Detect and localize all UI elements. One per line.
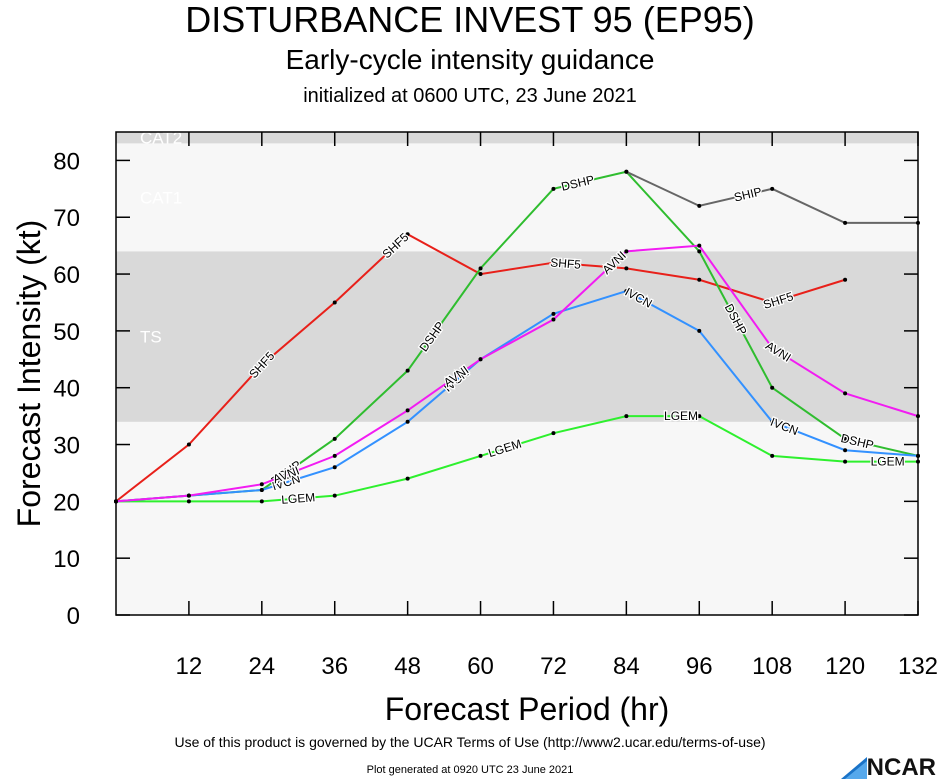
data-point-avni: [405, 408, 410, 413]
data-point-shf5: [624, 266, 629, 271]
data-point-shf5: [697, 277, 702, 282]
band-label-cat2: CAT2: [140, 129, 182, 148]
data-point-dshp: [478, 266, 483, 271]
y-tick-label: 0: [67, 603, 80, 630]
data-point-lgem: [697, 414, 702, 419]
data-point-lgem: [916, 459, 920, 464]
data-point-shf5: [405, 232, 410, 237]
y-tick-label: 80: [53, 148, 80, 175]
x-tick-label: 120: [825, 653, 865, 680]
data-point-ivcn: [332, 465, 337, 470]
data-point-lgem: [259, 499, 264, 504]
x-tick-label: 108: [752, 653, 792, 680]
data-point-ship: [916, 220, 920, 225]
data-point-dshp: [332, 436, 337, 441]
data-point-avni: [186, 493, 191, 498]
y-axis-title: Forecast Intensity (kt): [11, 220, 47, 528]
data-point-avni: [916, 414, 920, 419]
x-tick-label: 36: [321, 653, 348, 680]
series-label-lgem: LGEM: [664, 409, 698, 423]
data-point-ship: [770, 186, 775, 191]
data-point-avni: [770, 345, 775, 350]
data-point-ivcn: [843, 448, 848, 453]
data-point-ivcn: [770, 419, 775, 424]
y-tick-label: 30: [53, 433, 80, 460]
y-tick-label: 20: [53, 489, 80, 516]
data-point-shf5: [478, 272, 483, 277]
data-point-dshp: [551, 186, 556, 191]
data-point-ship: [697, 203, 702, 208]
data-point-shf5: [259, 362, 264, 367]
band-label-ts: TS: [140, 328, 162, 347]
data-point-ship: [843, 220, 848, 225]
terms-of-use-note: Use of this product is governed by the U…: [174, 734, 766, 750]
data-point-shf5: [332, 300, 337, 305]
band-label-cat1: CAT1: [140, 188, 182, 207]
y-tick-label: 70: [53, 205, 80, 232]
data-point-lgem: [843, 459, 848, 464]
y-tick-label: 60: [53, 262, 80, 289]
data-point-ivcn: [697, 328, 702, 333]
data-point-lgem: [332, 493, 337, 498]
data-point-avni: [259, 482, 264, 487]
data-point-lgem: [551, 431, 556, 436]
x-tick-label: 96: [686, 653, 713, 680]
x-tick-label: 72: [540, 653, 567, 680]
data-point-dshp: [697, 249, 702, 254]
ncar-logo-text: NCAR: [866, 754, 936, 781]
data-point-ivcn: [259, 487, 264, 492]
x-tick-label: 84: [613, 653, 640, 680]
data-point-dshp: [405, 368, 410, 373]
chart-subtitle: Early-cycle intensity guidance: [285, 44, 655, 75]
band-cat1: [116, 143, 918, 252]
data-point-avni: [843, 391, 848, 396]
data-point-shf5: [186, 442, 191, 447]
data-point-avni: [624, 249, 629, 254]
y-tick-label: 50: [53, 319, 80, 346]
data-point-shf5: [770, 300, 775, 305]
data-point-ivcn: [624, 289, 629, 294]
data-point-avni: [114, 499, 118, 504]
x-tick-label: 12: [176, 653, 203, 680]
data-point-dshp: [843, 436, 848, 441]
data-point-avni: [697, 243, 702, 248]
data-point-ivcn: [551, 311, 556, 316]
x-axis-title: Forecast Period (hr): [385, 691, 670, 727]
data-point-lgem: [770, 453, 775, 458]
data-point-ship: [624, 169, 629, 174]
y-tick-label: 10: [53, 546, 80, 573]
data-point-ivcn: [916, 453, 920, 458]
ncar-logo-icon: [840, 757, 867, 779]
data-point-lgem: [405, 476, 410, 481]
x-tick-label: 132: [898, 653, 938, 680]
series-label-lgem: LGEM: [281, 490, 316, 507]
y-tick-label: 40: [53, 376, 80, 403]
band-cat2: [116, 132, 918, 144]
series-label-shf5: SHF5: [550, 255, 582, 271]
series-line-lgem: [116, 415, 918, 503]
chart-title: DISTURBANCE INVEST 95 (EP95): [185, 0, 755, 40]
series-line-avni: [115, 244, 919, 503]
ncar-logo: NCAR: [840, 754, 936, 782]
series-line-ivcn: [115, 290, 919, 503]
data-point-shf5: [551, 260, 556, 265]
data-point-lgem: [478, 453, 483, 458]
plot-generated-note: Plot generated at 0920 UTC 23 June 2021: [366, 764, 574, 776]
data-point-shf5: [843, 277, 848, 282]
x-tick-label: 48: [394, 653, 421, 680]
plot-frame: [115, 131, 919, 616]
data-point-lgem: [186, 499, 191, 504]
data-point-lgem: [624, 414, 629, 419]
x-tick-label: 60: [467, 653, 494, 680]
data-point-dshp: [770, 385, 775, 390]
data-point-ivcn: [405, 419, 410, 424]
initialized-time: initialized at 0600 UTC, 23 June 2021: [303, 85, 637, 107]
x-tick-label: 24: [248, 653, 275, 680]
data-point-avni: [332, 453, 337, 458]
data-point-avni: [478, 357, 483, 362]
intensity-chart: TS CAT1 CAT2 12 24 36 48 60 72 84 96 108 120 132 0 10 20…: [11, 129, 939, 727]
series-label-lgem: LGEM: [871, 455, 905, 469]
data-point-avni: [551, 317, 556, 322]
